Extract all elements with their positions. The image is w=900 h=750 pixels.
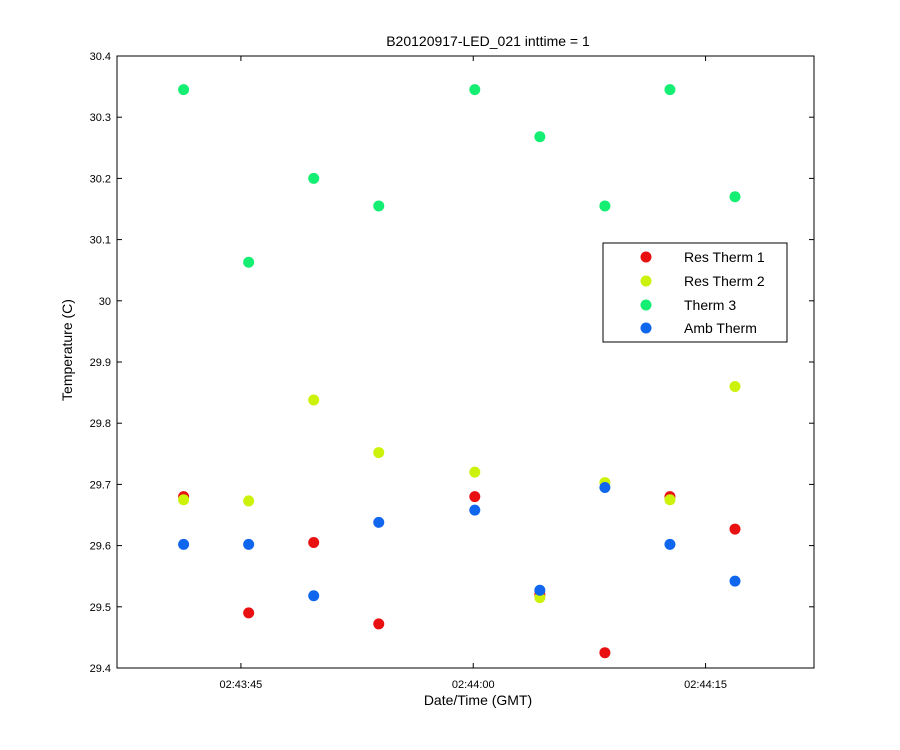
y-tick-label: 29.4	[90, 663, 111, 675]
legend-marker-therm-3	[640, 299, 652, 311]
x-tick-label: 02:44:15	[684, 679, 727, 691]
point-amb-therm-4	[469, 504, 481, 516]
y-tick-label: 29.5	[90, 602, 111, 614]
point-res-therm-1-6	[599, 647, 611, 659]
point-res-therm-1-2	[308, 537, 320, 549]
point-res-therm-1-3	[373, 618, 385, 630]
point-therm-3-7	[664, 84, 676, 96]
point-therm-3-4	[469, 84, 481, 96]
plot-area	[116, 55, 815, 669]
point-therm-3-0	[178, 84, 190, 96]
chart-title: B20120917-LED_021 inttime = 1	[386, 33, 590, 49]
point-amb-therm-3	[373, 516, 385, 528]
point-amb-therm-5	[534, 584, 546, 596]
x-tick-label: 02:43:45	[219, 679, 262, 691]
y-tick-label: 30.3	[90, 112, 111, 124]
legend-label-res-therm-1: Res Therm 1	[684, 249, 765, 265]
point-therm-3-3	[373, 200, 385, 212]
point-res-therm-2-1	[243, 495, 255, 507]
x-axis-label: Date/Time (GMT)	[424, 692, 532, 708]
point-res-therm-2-7	[664, 494, 676, 506]
point-therm-3-8	[729, 191, 741, 203]
legend-box	[602, 242, 788, 343]
point-res-therm-1-1	[243, 607, 255, 619]
point-amb-therm-6	[599, 481, 611, 493]
point-res-therm-1-4	[469, 491, 481, 503]
y-tick-label: 29.6	[90, 541, 111, 553]
point-therm-3-1	[243, 256, 255, 268]
point-res-therm-2-0	[178, 494, 190, 506]
point-res-therm-1-8	[729, 523, 741, 535]
point-therm-3-2	[308, 172, 320, 184]
point-amb-therm-7	[664, 538, 676, 550]
legend-marker-res-therm-2	[640, 275, 652, 287]
legend-label-therm-3: Therm 3	[684, 297, 736, 313]
y-tick-label: 29.9	[90, 357, 111, 369]
y-tick-label: 30.4	[90, 51, 111, 63]
y-tick-label: 29.7	[90, 479, 111, 491]
point-res-therm-2-4	[469, 466, 481, 478]
legend-label-amb-therm: Amb Therm	[684, 320, 757, 336]
legend-marker-res-therm-1	[640, 251, 652, 263]
y-tick-label: 30.2	[90, 173, 111, 185]
y-tick-label: 29.8	[90, 418, 111, 430]
legend-marker-amb-therm	[640, 322, 652, 334]
point-res-therm-2-2	[308, 394, 320, 406]
x-tick-label: 02:44:00	[452, 679, 495, 691]
y-tick-label: 30.1	[90, 235, 111, 247]
y-axis-label: Temperature (C)	[59, 299, 75, 401]
y-tick-label: 30	[99, 296, 111, 308]
point-amb-therm-2	[308, 590, 320, 602]
point-res-therm-2-3	[373, 447, 385, 459]
legend-label-res-therm-2: Res Therm 2	[684, 273, 765, 289]
point-therm-3-6	[599, 200, 611, 212]
point-amb-therm-8	[729, 575, 741, 587]
data-points	[178, 84, 741, 659]
point-amb-therm-1	[243, 538, 255, 550]
point-res-therm-2-8	[729, 380, 741, 392]
point-amb-therm-0	[178, 538, 190, 550]
legend: Res Therm 1 Res Therm 2 Therm 3 Amb Ther…	[602, 242, 788, 343]
axis-ticks: 29.4 29.5 29.6 29.7 29.8 29.9 30 30.1 30.2 30.3 30…	[90, 51, 814, 691]
point-therm-3-5	[534, 131, 546, 143]
